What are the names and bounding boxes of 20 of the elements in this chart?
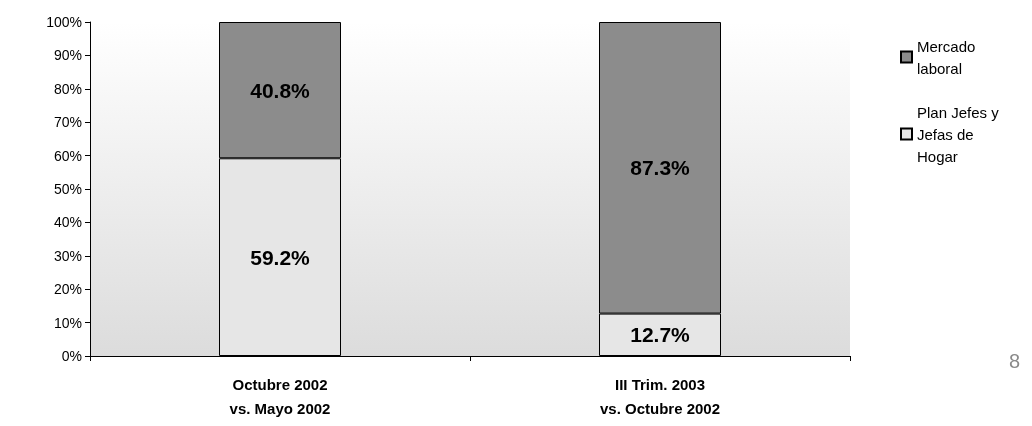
text: 8	[1008, 350, 1020, 372]
data-label: 40.8%	[250, 78, 311, 102]
y-tick-label: 30%	[53, 247, 82, 264]
y-tick-label: 40%	[53, 214, 82, 231]
y-tick-label: 100%	[46, 14, 82, 30]
legend-label: Plan Jefes y Jefas de Hogar	[917, 103, 1003, 165]
x-tick-label: Octubre 2002 vs. Mayo 2002	[229, 375, 331, 417]
data-label: 87.3%	[630, 156, 691, 180]
y-tick-label: 90%	[53, 47, 82, 64]
y-tick-label: 0%	[61, 348, 82, 364]
x-tick-label: III Trim. 2003 vs. Octubre 2002	[599, 375, 721, 417]
y-tick-label: 80%	[53, 80, 82, 97]
data-label: 12.7%	[630, 323, 691, 347]
data-label: 59.2%	[250, 245, 311, 269]
y-tick-label: 70%	[53, 114, 82, 131]
y-tick-label: 50%	[53, 181, 82, 197]
y-tick-label: 10%	[53, 314, 82, 331]
y-tick-label: 20%	[53, 281, 82, 298]
y-tick-label: 60%	[53, 147, 82, 164]
legend-label: Mercado laboral	[917, 37, 980, 77]
